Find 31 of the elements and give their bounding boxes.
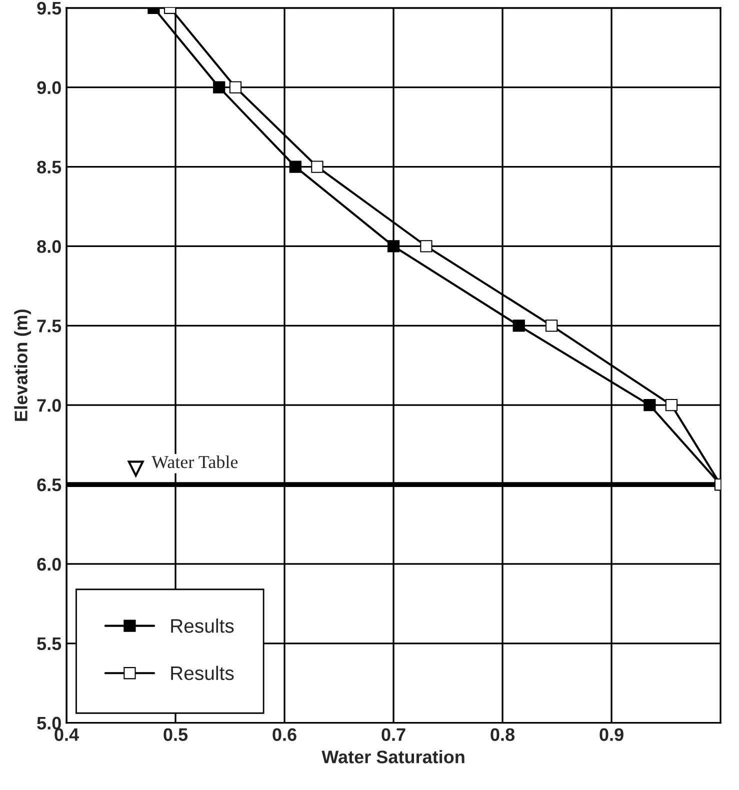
x-tick-label: 0.6 <box>272 728 296 741</box>
x-tick-label: 0.8 <box>490 728 515 741</box>
y-tick-label: 8.5 <box>37 160 62 174</box>
point <box>512 320 525 332</box>
legend-label: Results <box>171 666 234 680</box>
point <box>665 399 678 412</box>
point <box>229 81 242 94</box>
y-tick-label: 5.0 <box>37 716 61 730</box>
point <box>311 160 324 173</box>
x-tick-label: 0.9 <box>600 728 624 741</box>
x-tick-label: 0.4 <box>54 728 79 741</box>
legend-label: Water Table <box>152 455 238 468</box>
y-tick-label: 6.5 <box>37 478 62 492</box>
x-tick-label: 0.7 <box>382 728 406 741</box>
y-axis-title: Elevation (m) <box>14 310 31 421</box>
point <box>289 160 302 173</box>
y-tick-label: 9.5 <box>37 2 62 15</box>
y-tick-label: 6.0 <box>37 558 61 571</box>
y-tick-label: 8.0 <box>37 240 61 253</box>
y-tick-label: 7.0 <box>37 399 61 412</box>
y-tick-label: 9.0 <box>37 81 61 94</box>
point <box>387 240 400 252</box>
point <box>420 240 432 252</box>
legend-label: Results <box>171 618 234 633</box>
point <box>545 320 558 332</box>
x-axis-title: Water Saturation <box>322 750 464 764</box>
x-tick-label: 0.5 <box>164 728 188 741</box>
point <box>644 399 656 412</box>
y-tick-label: 5.5 <box>37 638 62 650</box>
y-tick-label: 7.5 <box>37 320 62 332</box>
point <box>213 81 226 94</box>
